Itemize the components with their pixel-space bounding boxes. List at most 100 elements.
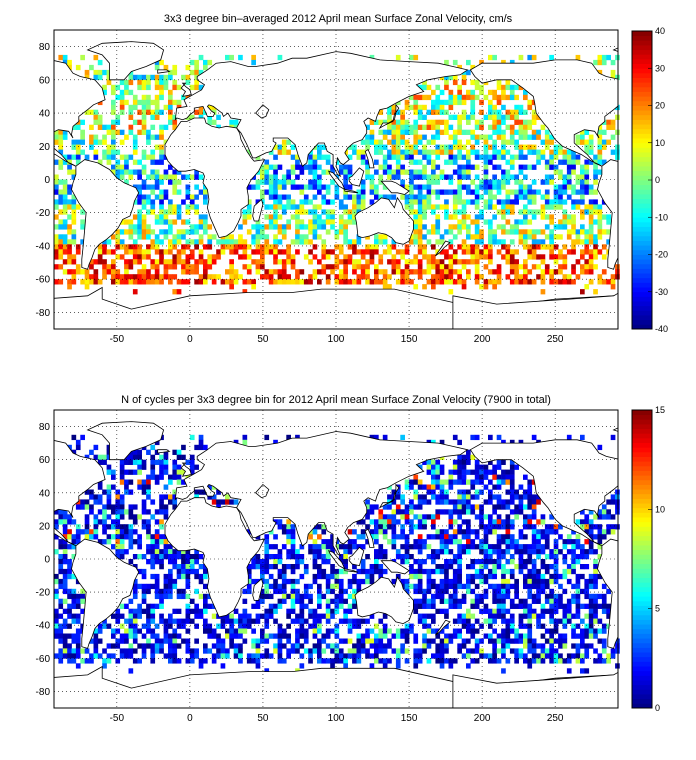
heatmap-cell <box>413 658 419 664</box>
heatmap-cell <box>527 628 533 634</box>
heatmap-cell <box>514 564 519 570</box>
heatmap-cell <box>89 534 94 540</box>
heatmap-cell <box>295 234 300 240</box>
heatmap-cell <box>242 618 248 624</box>
heatmap-cell <box>290 179 296 185</box>
heatmap-cell <box>496 99 502 106</box>
heatmap-cell <box>404 633 410 639</box>
heatmap-cell <box>527 568 533 575</box>
heatmap-cell <box>435 554 441 560</box>
heatmap-cell <box>505 114 511 120</box>
heatmap-cell <box>615 264 620 270</box>
heatmap-cell <box>566 608 572 614</box>
heatmap-cell <box>566 564 572 570</box>
heatmap-cell <box>518 439 524 446</box>
heatmap-cell <box>413 224 419 230</box>
heatmap-cell <box>150 459 156 465</box>
heatmap-cell <box>562 618 568 624</box>
heatmap-cell <box>422 234 427 240</box>
heatmap-cell <box>531 209 537 215</box>
heatmap-cell <box>176 479 182 485</box>
heatmap-cell <box>273 439 278 446</box>
heatmap-cell <box>439 568 445 575</box>
heatmap-cell <box>58 244 64 250</box>
heatmap-cell <box>571 559 576 565</box>
heatmap-cell <box>369 244 375 250</box>
heatmap-cell <box>492 573 497 580</box>
heatmap-cell <box>338 598 344 604</box>
heatmap-cell <box>84 284 90 290</box>
heatmap-cell <box>312 613 318 619</box>
heatmap-cell <box>242 244 248 250</box>
heatmap-cell <box>483 474 489 480</box>
heatmap-cell <box>251 603 256 609</box>
heatmap-cell <box>374 539 379 545</box>
heatmap-cell <box>457 149 462 155</box>
heatmap-cell <box>203 64 208 71</box>
heatmap-cell <box>413 124 419 130</box>
landmass <box>71 159 140 270</box>
heatmap-cell <box>321 169 327 175</box>
heatmap-cell <box>163 633 169 639</box>
heatmap-cell <box>330 564 335 570</box>
heatmap-cell <box>452 144 458 150</box>
heatmap-cell <box>531 239 537 245</box>
heatmap-cell <box>422 598 427 604</box>
heatmap-cell <box>203 573 208 580</box>
heatmap-cell <box>71 544 77 550</box>
heatmap-cell <box>448 254 454 260</box>
heatmap-cell <box>553 149 559 155</box>
heatmap-cell <box>338 638 344 644</box>
heatmap-cell <box>132 504 138 510</box>
heatmap-cell <box>395 534 401 540</box>
heatmap-cell <box>615 74 620 81</box>
heatmap-cell <box>374 643 379 649</box>
heatmap-cell <box>93 643 99 649</box>
heatmap-cell <box>518 124 524 130</box>
heatmap-cell <box>488 633 493 639</box>
heatmap-cell <box>413 474 419 480</box>
heatmap-cell <box>588 239 594 245</box>
heatmap-cell <box>347 544 353 550</box>
heatmap-cell <box>286 549 291 555</box>
heatmap-cell <box>264 588 270 595</box>
heatmap-cell <box>575 658 581 664</box>
heatmap-cell <box>80 139 85 145</box>
heatmap-cell <box>518 169 524 175</box>
heatmap-cell <box>448 534 454 540</box>
heatmap-cell <box>150 474 156 480</box>
heatmap-cell <box>562 623 568 629</box>
heatmap-cell <box>67 544 72 550</box>
heatmap-cell <box>264 539 270 545</box>
heatmap-cell <box>562 149 568 155</box>
heatmap-cell <box>281 658 287 664</box>
heatmap-cell <box>470 94 476 101</box>
heatmap-cell <box>106 154 112 160</box>
heatmap-cell <box>435 129 441 135</box>
heatmap-cell <box>584 284 590 290</box>
heatmap-cell <box>584 259 590 265</box>
heatmap-cell <box>514 588 519 595</box>
heatmap-cell <box>479 598 484 604</box>
heatmap-cell <box>540 269 546 275</box>
heatmap-cell <box>220 249 226 255</box>
heatmap-cell <box>562 219 568 225</box>
heatmap-cell <box>233 124 239 130</box>
heatmap-cell <box>58 164 64 170</box>
heatmap-cell <box>444 159 449 165</box>
heatmap-cell <box>378 279 384 285</box>
heatmap-cell <box>523 564 528 570</box>
heatmap-cell <box>448 264 454 270</box>
heatmap-cell <box>492 588 497 595</box>
heatmap-cell <box>159 643 164 649</box>
heatmap-cell <box>509 524 515 530</box>
heatmap-cell <box>58 149 64 155</box>
heatmap-cell <box>277 588 283 595</box>
heatmap-cell <box>483 554 489 560</box>
heatmap-cell <box>286 254 291 260</box>
heatmap-cell <box>378 509 384 515</box>
heatmap-cell <box>558 573 563 580</box>
heatmap-cell <box>150 554 156 560</box>
heatmap-cell <box>111 169 116 175</box>
heatmap-cell <box>128 623 134 629</box>
